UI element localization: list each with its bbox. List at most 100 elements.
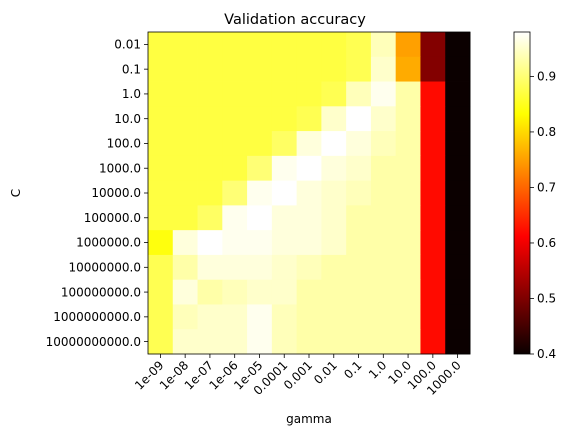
heatmap-cell xyxy=(321,180,347,206)
heatmap-cell xyxy=(321,81,347,107)
heatmap-cell xyxy=(321,254,347,281)
heatmap-cell xyxy=(395,131,421,157)
heatmap-cell xyxy=(247,329,273,355)
heatmap-cell xyxy=(445,254,471,281)
chart-title: Validation accuracy xyxy=(224,12,366,28)
x-tick-label: 0.01 xyxy=(311,358,340,387)
heatmap-cell xyxy=(420,56,446,82)
heatmap-cell xyxy=(271,304,298,330)
heatmap-cell xyxy=(222,81,248,107)
heatmap-cell xyxy=(370,304,397,330)
heatmap-cell xyxy=(148,279,174,305)
heatmap-cells xyxy=(148,32,471,355)
heatmap-cell xyxy=(370,180,397,206)
heatmap-cell xyxy=(247,106,273,132)
x-axis-title: gamma xyxy=(286,412,332,426)
heatmap-cell xyxy=(148,32,174,58)
heatmap-cell xyxy=(197,329,223,355)
heatmap-cell xyxy=(346,56,372,82)
heatmap-cell xyxy=(172,304,198,330)
heatmap-cell xyxy=(346,180,372,206)
heatmap-cell xyxy=(197,230,223,256)
heatmap-cell xyxy=(271,180,298,206)
heatmap-cell xyxy=(172,81,198,107)
heatmap-cell xyxy=(172,180,198,206)
heatmap-cell xyxy=(370,106,397,132)
heatmap-cell xyxy=(148,304,174,330)
heatmap-cell xyxy=(172,56,198,82)
heatmap-cell xyxy=(321,304,347,330)
heatmap-cell xyxy=(420,180,446,206)
heatmap-cell xyxy=(222,32,248,58)
heatmap-cell xyxy=(296,131,322,157)
heatmap-cell xyxy=(370,279,397,305)
heatmap-cell xyxy=(370,329,397,355)
heatmap-cell xyxy=(148,131,174,157)
heatmap-cell xyxy=(197,205,223,231)
heatmap-cell xyxy=(197,56,223,82)
heatmap-cell xyxy=(420,106,446,132)
heatmap-cell xyxy=(247,56,273,82)
heatmap-cell xyxy=(420,254,446,281)
heatmap-cell xyxy=(271,230,298,256)
heatmap-cell xyxy=(445,230,471,256)
heatmap-cell xyxy=(271,205,298,231)
heatmap-cell xyxy=(148,155,174,182)
heatmap-cell xyxy=(296,155,322,182)
heatmap-cell xyxy=(370,81,397,107)
heatmap-cell xyxy=(247,304,273,330)
heatmap-cell xyxy=(222,205,248,231)
heatmap-cell xyxy=(222,155,248,182)
heatmap-cell xyxy=(172,32,198,58)
heatmap-cell xyxy=(445,180,471,206)
heatmap-cell xyxy=(395,230,421,256)
heatmap-cell xyxy=(395,279,421,305)
heatmap-cell xyxy=(271,81,298,107)
heatmap-cell xyxy=(247,81,273,107)
heatmap-cell xyxy=(395,329,421,355)
heatmap-cell xyxy=(370,56,397,82)
y-tick-label: 10000.0 xyxy=(91,186,141,200)
heatmap-cell xyxy=(395,254,421,281)
heatmap-cell xyxy=(395,32,421,58)
heatmap-cell xyxy=(321,155,347,182)
heatmap-cell xyxy=(296,32,322,58)
heatmap-cell xyxy=(197,155,223,182)
heatmap-cell xyxy=(222,106,248,132)
heatmap-cell xyxy=(197,131,223,157)
heatmap-cell xyxy=(222,304,248,330)
heatmap-cell xyxy=(172,205,198,231)
heatmap-cell xyxy=(148,106,174,132)
heatmap-cell xyxy=(420,32,446,58)
heatmap-cell xyxy=(321,131,347,157)
heatmap-cell xyxy=(321,230,347,256)
heatmap-cell xyxy=(420,329,446,355)
heatmap-cell xyxy=(370,131,397,157)
heatmap-cell xyxy=(247,32,273,58)
heatmap-cell xyxy=(370,254,397,281)
heatmap-cell xyxy=(197,279,223,305)
heatmap-cell xyxy=(271,32,298,58)
heatmap-cell xyxy=(247,131,273,157)
heatmap-cell xyxy=(271,56,298,82)
heatmap-cell xyxy=(346,230,372,256)
heatmap-cell xyxy=(395,304,421,330)
heatmap-cell xyxy=(247,254,273,281)
heatmap-cell xyxy=(420,279,446,305)
heatmap-cell xyxy=(395,106,421,132)
heatmap-cell xyxy=(197,304,223,330)
heatmap-cell xyxy=(197,254,223,281)
heatmap-cell xyxy=(222,56,248,82)
heatmap-cell xyxy=(296,106,322,132)
heatmap-cell xyxy=(346,81,372,107)
heatmap-cell xyxy=(222,230,248,256)
heatmap-cell xyxy=(148,56,174,82)
heatmap-cell xyxy=(370,32,397,58)
heatmap-cell xyxy=(247,230,273,256)
heatmap-cell xyxy=(247,155,273,182)
y-tick-label: 1000.0 xyxy=(99,161,141,175)
heatmap-cell xyxy=(321,205,347,231)
heatmap-cell xyxy=(395,180,421,206)
colorbar xyxy=(513,31,531,355)
heatmap-cell xyxy=(222,180,248,206)
